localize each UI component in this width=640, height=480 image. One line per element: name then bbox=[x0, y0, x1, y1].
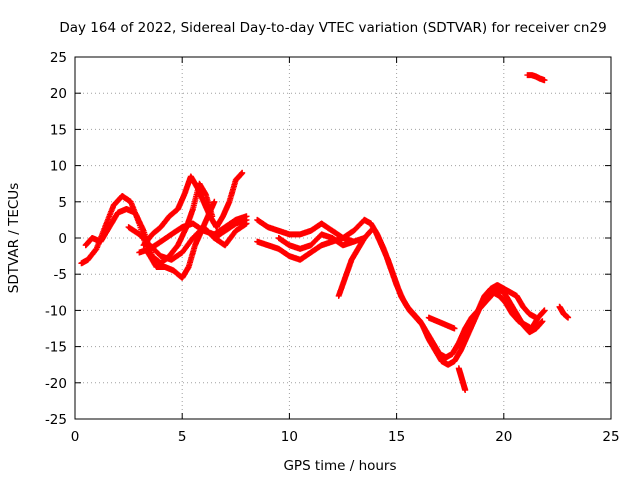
series-points bbox=[140, 169, 246, 249]
series-points bbox=[200, 220, 250, 249]
x-axis-label: GPS time / hours bbox=[283, 458, 396, 474]
series-track-9 bbox=[275, 231, 357, 252]
x-tick-label: 10 bbox=[281, 429, 298, 445]
plot-frame bbox=[74, 56, 612, 420]
chart-title: Day 164 of 2022, Sidereal Day-to-day VTE… bbox=[59, 20, 606, 36]
series-track-10 bbox=[335, 227, 374, 299]
y-tick-label: 25 bbox=[50, 50, 67, 66]
x-tick-label: 25 bbox=[602, 429, 619, 445]
y-tick-label: 0 bbox=[58, 231, 67, 247]
series-track-6 bbox=[200, 220, 250, 249]
y-tick-label: -5 bbox=[54, 267, 67, 283]
series-track-3 bbox=[140, 169, 246, 249]
y-tick-label: -25 bbox=[45, 412, 67, 428]
series-points bbox=[524, 72, 548, 84]
data-marks bbox=[78, 72, 572, 393]
axis-ticks: 0 5 10 15 20 25 25 20 15 10 5 0 -5 -10 -15 -20 -25 bbox=[45, 50, 620, 445]
series-points bbox=[372, 227, 546, 361]
series-track-14 bbox=[425, 314, 458, 332]
y-tick-label: 20 bbox=[50, 86, 67, 102]
series-points bbox=[475, 282, 539, 321]
x-tick-label: 0 bbox=[71, 429, 80, 445]
y-tick-label: -15 bbox=[45, 340, 67, 356]
y-tick-label: 15 bbox=[50, 122, 67, 138]
series-track-15 bbox=[455, 365, 469, 393]
series-points bbox=[455, 365, 469, 393]
y-tick-label: 10 bbox=[50, 159, 67, 175]
series-points bbox=[556, 303, 572, 321]
x-tick-label: 5 bbox=[178, 429, 187, 445]
series-points bbox=[335, 227, 374, 299]
series-points bbox=[275, 231, 357, 252]
y-tick-label: -10 bbox=[45, 303, 67, 319]
y-tick-label: 5 bbox=[58, 195, 67, 211]
series-points bbox=[82, 180, 216, 267]
x-tick-label: 20 bbox=[495, 429, 512, 445]
y-tick-label: -20 bbox=[45, 376, 67, 392]
x-tick-label: 15 bbox=[388, 429, 405, 445]
series-track-16 bbox=[524, 72, 548, 84]
series-track-12 bbox=[372, 227, 546, 361]
series-track-13 bbox=[475, 282, 539, 321]
series-track-17 bbox=[556, 303, 572, 321]
series-points bbox=[425, 314, 458, 332]
y-axis-label: SDTVAR / TECUs bbox=[6, 183, 22, 293]
series-track-2 bbox=[82, 180, 216, 267]
